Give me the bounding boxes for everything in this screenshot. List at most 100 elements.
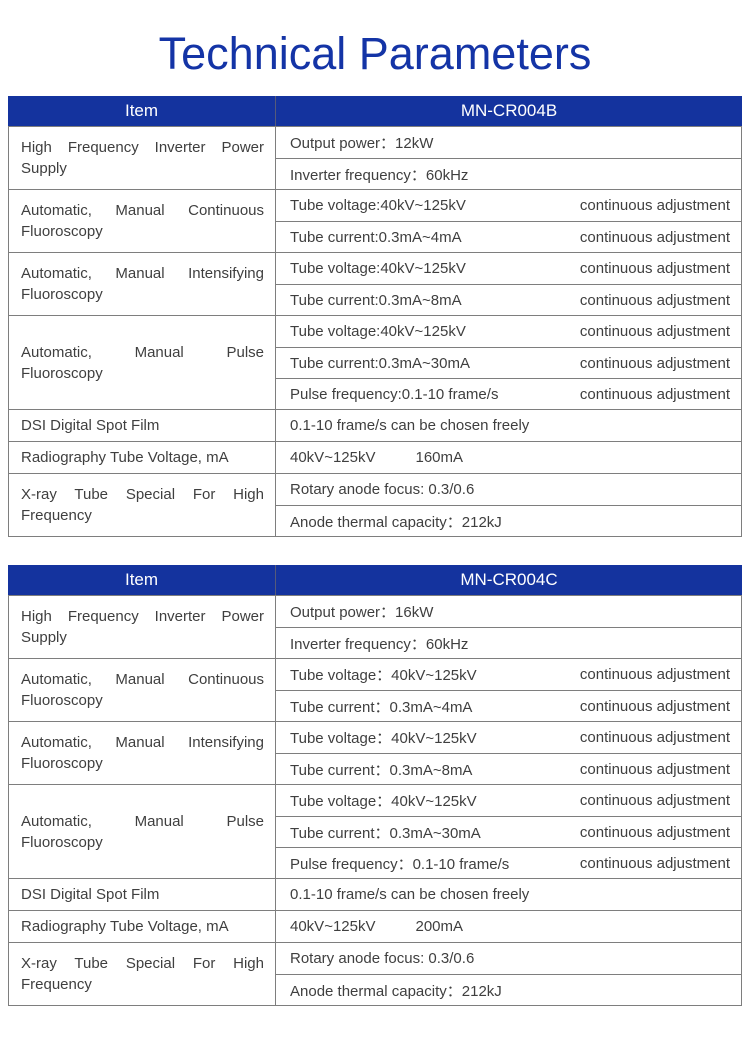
- item-label: Radiography Tube Voltage, mA: [21, 449, 229, 467]
- value-note: continuous adjustment: [579, 760, 730, 778]
- table-row: Automatic, Manual Pulse Fluoroscopy Tube …: [9, 315, 741, 410]
- value-row: Output power：16kW: [276, 596, 741, 627]
- value-text: 40kV~125kV: [290, 449, 376, 467]
- table-row: DSI Digital Spot Film 0.1-10 frame/s can …: [9, 878, 741, 911]
- tables-container: Item MN-CR004B High Frequency Inverter Pow…: [0, 96, 750, 1007]
- table-row: Automatic, Manual Pulse Fluoroscopy Tube …: [9, 784, 741, 879]
- table-body: High Frequency Inverter Power Supply Outp…: [8, 126, 742, 538]
- item-label: High Frequency Inverter Power Supply: [21, 608, 264, 647]
- item-label: DSI Digital Spot Film: [21, 417, 160, 435]
- page: Technical Parameters Item MN-CR004B High F…: [0, 26, 750, 1042]
- value-note: continuous adjustment: [579, 197, 730, 215]
- value-row: Tube voltage:40kV~125kV continuous adjust…: [276, 190, 741, 221]
- item-label: Automatic, Manual Pulse Fluoroscopy: [21, 812, 264, 851]
- item-cell: Radiography Tube Voltage, mA: [9, 911, 276, 943]
- value-cell: Output power：16kW Inverter frequency：60kH…: [276, 596, 741, 658]
- value-text: 0.1-10 frame/s can be chosen freely: [290, 417, 530, 435]
- value-cell: Tube voltage:40kV~125kV continuous adjust…: [276, 253, 741, 315]
- table-row: Automatic, Manual Intensifying Fluorosco…: [9, 721, 741, 785]
- item-cell: Radiography Tube Voltage, mA: [9, 442, 276, 474]
- value-note: continuous adjustment: [579, 228, 730, 246]
- value-row: Inverter frequency：60kHz: [276, 158, 741, 189]
- item-cell: Automatic, Manual Pulse Fluoroscopy: [9, 785, 276, 879]
- value-text: Tube voltage：40kV~125kV: [290, 730, 477, 748]
- item-label: High Frequency Inverter Power Supply: [21, 139, 264, 178]
- value-note: continuous adjustment: [579, 854, 730, 872]
- value-text: Anode thermal capacity：212kJ: [290, 982, 502, 1000]
- item-cell: Automatic, Manual Pulse Fluoroscopy: [9, 316, 276, 410]
- table-row: Radiography Tube Voltage, mA 40kV~125kV 20…: [9, 910, 741, 943]
- table-row: DSI Digital Spot Film 0.1-10 frame/s can …: [9, 409, 741, 442]
- value-row: Pulse frequency：0.1-10 frame/s continuous…: [276, 847, 741, 878]
- value-note: continuous adjustment: [579, 291, 730, 309]
- value-cell: Tube voltage:40kV~125kV continuous adjust…: [276, 190, 741, 252]
- value-row: Tube voltage:40kV~125kV continuous adjust…: [276, 316, 741, 347]
- value-note: continuous adjustment: [579, 729, 730, 747]
- column-header-item: Item: [8, 565, 276, 596]
- item-label: DSI Digital Spot Film: [21, 886, 160, 904]
- column-header-model: MN-CR004B: [460, 101, 558, 121]
- value-text: Tube voltage:40kV~125kV: [290, 323, 466, 341]
- column-header-item: Item: [8, 96, 276, 127]
- item-cell: Automatic, Manual Continuous Fluoroscopy: [9, 659, 276, 722]
- value-cell: Tube voltage:40kV~125kV continuous adjust…: [276, 316, 741, 409]
- table-body: High Frequency Inverter Power Supply Outp…: [8, 595, 742, 1007]
- value-row: Tube current：0.3mA~30mA continuous adjust…: [276, 816, 741, 847]
- value-text: Rotary anode focus: 0.3/0.6: [290, 950, 475, 968]
- value-text: Tube voltage:40kV~125kV: [290, 260, 466, 278]
- value-row: Pulse frequency:0.1-10 frame/s continuous…: [276, 378, 741, 409]
- value-text: Tube current:0.3mA~30mA: [290, 354, 470, 372]
- item-cell: Automatic, Manual Continuous Fluoroscopy: [9, 190, 276, 253]
- value-row: Anode thermal capacity：212kJ: [276, 974, 741, 1005]
- value-cell: Tube voltage：40kV~125kV continuous adjust…: [276, 785, 741, 878]
- value-row: Tube voltage：40kV~125kV continuous adjust…: [276, 785, 741, 816]
- value-row: 0.1-10 frame/s can be chosen freely: [276, 879, 741, 910]
- value-row: Tube voltage：40kV~125kV continuous adjust…: [276, 659, 741, 690]
- value-note: continuous adjustment: [579, 697, 730, 715]
- value-text: Output power：12kW: [290, 135, 434, 153]
- value-row: 40kV~125kV 160mA: [276, 442, 741, 473]
- value-row: Tube current：0.3mA~4mA continuous adjustm…: [276, 690, 741, 721]
- value-text: Tube current:0.3mA~4mA: [290, 228, 462, 246]
- value-note: continuous adjustment: [579, 323, 730, 341]
- item-label: X-ray Tube Special For High Frequency: [21, 955, 264, 994]
- item-label: Automatic, Manual Intensifying Fluorosco…: [21, 734, 264, 773]
- item-cell: High Frequency Inverter Power Supply: [9, 127, 276, 190]
- value-row: Inverter frequency：60kHz: [276, 627, 741, 658]
- table-row: X-ray Tube Special For High Frequency Rot…: [9, 942, 741, 1006]
- column-header-model: MN-CR004C: [460, 570, 558, 590]
- item-label: Radiography Tube Voltage, mA: [21, 918, 229, 936]
- item-cell: DSI Digital Spot Film: [9, 879, 276, 911]
- table-row: Automatic, Manual Intensifying Fluorosco…: [9, 252, 741, 316]
- item-label: Automatic, Manual Intensifying Fluorosco…: [21, 265, 264, 304]
- item-cell: DSI Digital Spot Film: [9, 410, 276, 442]
- value-row: Output power：12kW: [276, 127, 741, 158]
- value-cell: 0.1-10 frame/s can be chosen freely: [276, 879, 741, 910]
- value-text: Tube voltage:40kV~125kV: [290, 197, 466, 215]
- value-note: continuous adjustment: [579, 385, 730, 403]
- item-label: Automatic, Manual Pulse Fluoroscopy: [21, 343, 264, 382]
- item-cell: X-ray Tube Special For High Frequency: [9, 943, 276, 1006]
- value-row: Tube current:0.3mA~30mA continuous adjust…: [276, 347, 741, 378]
- value-note: continuous adjustment: [579, 260, 730, 278]
- table-row: X-ray Tube Special For High Frequency Rot…: [9, 473, 741, 537]
- table-header-row: Item MN-CR004C: [8, 565, 742, 596]
- value-row: Rotary anode focus: 0.3/0.6: [276, 474, 741, 505]
- value-text: 0.1-10 frame/s can be chosen freely: [290, 886, 530, 904]
- value-cell: Rotary anode focus: 0.3/0.6 Anode thermal…: [276, 474, 741, 536]
- value-row: Tube voltage:40kV~125kV continuous adjust…: [276, 253, 741, 284]
- table-row: Radiography Tube Voltage, mA 40kV~125kV 16…: [9, 441, 741, 474]
- value-text: Tube current:0.3mA~8mA: [290, 291, 462, 309]
- value-text: Pulse frequency：0.1-10 frame/s: [290, 855, 510, 873]
- page-title: Technical Parameters: [158, 28, 592, 79]
- item-label: X-ray Tube Special For High Frequency: [21, 486, 264, 525]
- value-extra: 200mA: [415, 918, 464, 936]
- item-cell: X-ray Tube Special For High Frequency: [9, 474, 276, 537]
- value-cell: Output power：12kW Inverter frequency：60kH…: [276, 127, 741, 189]
- value-note: continuous adjustment: [579, 792, 730, 810]
- table-row: Automatic, Manual Continuous Fluoroscopy…: [9, 189, 741, 253]
- item-label: Automatic, Manual Continuous Fluoroscopy: [21, 202, 264, 241]
- value-text: Inverter frequency：60kHz: [290, 166, 469, 184]
- value-note: continuous adjustment: [579, 354, 730, 372]
- value-cell: 40kV~125kV 160mA: [276, 442, 741, 473]
